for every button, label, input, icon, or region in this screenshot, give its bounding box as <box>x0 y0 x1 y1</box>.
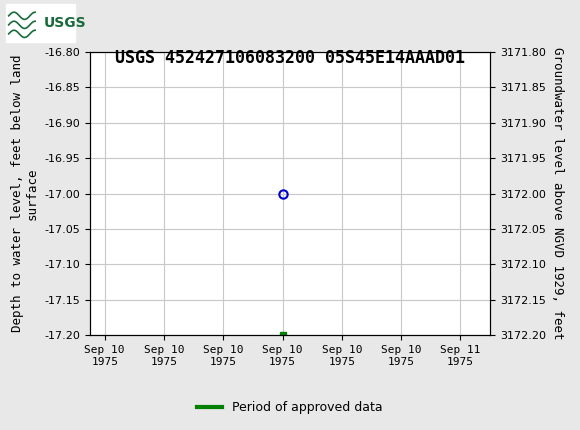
Text: USGS: USGS <box>44 15 86 30</box>
Legend: Period of approved data: Period of approved data <box>192 396 388 419</box>
FancyBboxPatch shape <box>6 3 75 42</box>
Text: USGS 452427106083200 05S45E14AAAD01: USGS 452427106083200 05S45E14AAAD01 <box>115 49 465 68</box>
Y-axis label: Groundwater level above NGVD 1929, feet: Groundwater level above NGVD 1929, feet <box>552 47 564 340</box>
Y-axis label: Depth to water level, feet below land
surface: Depth to water level, feet below land su… <box>11 55 39 332</box>
